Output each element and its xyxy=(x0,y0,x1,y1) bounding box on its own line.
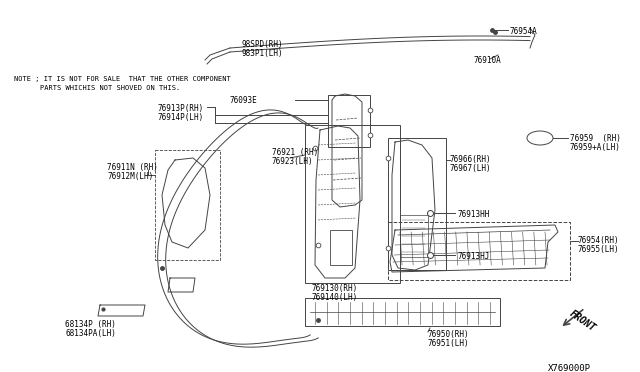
Text: NOTE ; IT IS NOT FOR SALE  THAT THE OTHER COMPONENT: NOTE ; IT IS NOT FOR SALE THAT THE OTHER… xyxy=(14,76,231,82)
Text: 76954(RH): 76954(RH) xyxy=(578,236,620,245)
Text: 76950(RH): 76950(RH) xyxy=(428,330,470,339)
Text: 76966(RH): 76966(RH) xyxy=(450,155,492,164)
Text: FRONT: FRONT xyxy=(568,308,598,333)
Text: 76913HH: 76913HH xyxy=(457,210,490,219)
Text: 76951(LH): 76951(LH) xyxy=(428,339,470,348)
Text: 769140(LH): 769140(LH) xyxy=(312,293,358,302)
Text: 76910A: 76910A xyxy=(474,56,502,65)
Text: 76955(LH): 76955(LH) xyxy=(578,245,620,254)
Bar xyxy=(155,150,220,260)
Text: PARTS WHICHIS NOT SHOVED ON THIS.: PARTS WHICHIS NOT SHOVED ON THIS. xyxy=(40,85,180,91)
Text: 68134P (RH): 68134P (RH) xyxy=(65,320,116,329)
Bar xyxy=(388,222,570,280)
Bar xyxy=(330,230,352,265)
Bar xyxy=(388,138,446,270)
Text: 76913HJ: 76913HJ xyxy=(457,252,490,261)
Text: 76954A: 76954A xyxy=(510,27,538,36)
Text: 76913P(RH): 76913P(RH) xyxy=(157,104,204,113)
Text: 76959  (RH): 76959 (RH) xyxy=(570,134,621,143)
Text: 76923(LH): 76923(LH) xyxy=(272,157,314,166)
Text: 983P1(LH): 983P1(LH) xyxy=(242,49,284,58)
Text: 76093E: 76093E xyxy=(230,96,258,105)
Bar xyxy=(400,215,428,257)
Bar xyxy=(305,125,400,283)
Text: 76967(LH): 76967(LH) xyxy=(450,164,492,173)
Bar xyxy=(328,95,370,147)
Text: 98SPD(RH): 98SPD(RH) xyxy=(242,40,284,49)
Text: 76911N (RH): 76911N (RH) xyxy=(107,163,158,172)
Text: 76959+A(LH): 76959+A(LH) xyxy=(570,143,621,152)
Text: 76912M(LH): 76912M(LH) xyxy=(107,172,153,181)
Text: 769130(RH): 769130(RH) xyxy=(312,284,358,293)
Text: 68134PA(LH): 68134PA(LH) xyxy=(65,329,116,338)
Text: X769000P: X769000P xyxy=(548,364,591,372)
Text: 76921 (RH): 76921 (RH) xyxy=(272,148,318,157)
Text: 76914P(LH): 76914P(LH) xyxy=(157,113,204,122)
Bar xyxy=(305,298,500,326)
